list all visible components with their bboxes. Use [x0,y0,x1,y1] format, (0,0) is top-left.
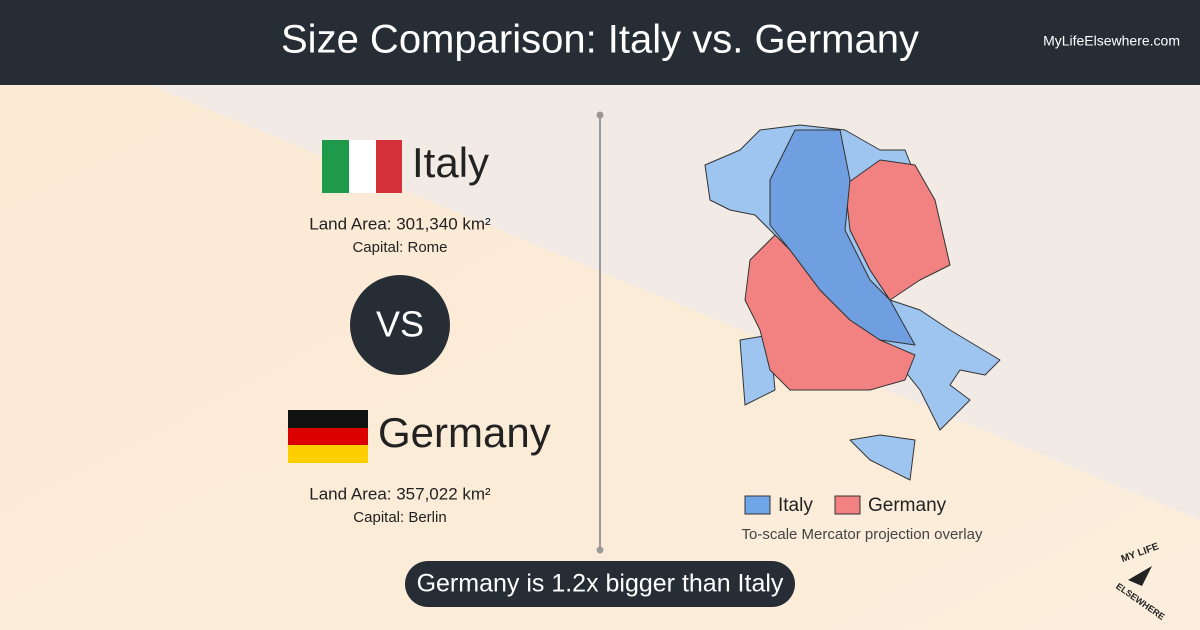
germany-shape [844,159,951,301]
header-bar [0,0,1200,85]
country-name: Italy [412,139,489,186]
vs-badge [350,275,450,375]
italy-flag [322,140,402,193]
logo-plane [1128,566,1152,586]
footer-text: Germany is 1.2x bigger than Italy [417,570,784,598]
land-area: Land Area: 357,022 km² [309,484,491,503]
footer-pill [405,561,795,607]
header-title: Size Comparison: Italy vs. Germany [281,18,919,62]
capital: Capital: Rome [352,239,447,256]
legend-swatch [834,495,861,515]
legend-note: To-scale Mercator projection overlay [742,526,983,543]
vs-text: VS [376,304,424,345]
map-overlay [704,124,1001,481]
divider [596,111,604,554]
country-name: Germany [378,409,551,456]
legend-label: Germany [868,495,947,516]
capital: Capital: Berlin [353,509,446,526]
legend-label: Italy [778,495,813,516]
overlap-shape [769,129,916,346]
sicily-shape [849,434,916,481]
site-name[interactable]: MyLifeElsewhere.com [1043,33,1180,49]
legend-swatch [744,495,771,515]
germany-flag [288,410,368,463]
land-area: Land Area: 301,340 km² [309,214,491,233]
